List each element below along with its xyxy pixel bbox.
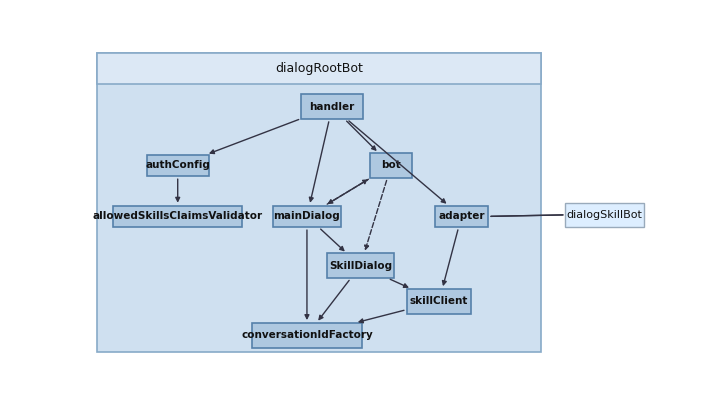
FancyBboxPatch shape bbox=[370, 153, 413, 178]
FancyArrowPatch shape bbox=[327, 180, 367, 204]
Text: adapter: adapter bbox=[438, 211, 485, 221]
FancyArrowPatch shape bbox=[347, 121, 376, 150]
FancyBboxPatch shape bbox=[146, 155, 209, 176]
FancyBboxPatch shape bbox=[302, 95, 363, 119]
FancyArrowPatch shape bbox=[210, 119, 299, 154]
FancyArrowPatch shape bbox=[359, 310, 404, 323]
FancyArrowPatch shape bbox=[305, 230, 309, 319]
FancyArrowPatch shape bbox=[320, 229, 344, 251]
FancyArrowPatch shape bbox=[390, 279, 407, 288]
Text: mainDialog: mainDialog bbox=[273, 211, 340, 221]
Text: authConfig: authConfig bbox=[145, 160, 210, 170]
FancyArrowPatch shape bbox=[319, 280, 349, 320]
Text: conversationIdFactory: conversationIdFactory bbox=[241, 330, 373, 340]
FancyBboxPatch shape bbox=[97, 53, 542, 352]
FancyArrowPatch shape bbox=[328, 179, 368, 203]
FancyBboxPatch shape bbox=[113, 206, 242, 227]
Text: handler: handler bbox=[310, 102, 355, 112]
FancyBboxPatch shape bbox=[326, 253, 394, 278]
FancyBboxPatch shape bbox=[252, 323, 362, 348]
Text: allowedSkillsClaimsValidator: allowedSkillsClaimsValidator bbox=[93, 211, 262, 221]
Text: dialogRootBot: dialogRootBot bbox=[276, 62, 363, 75]
FancyBboxPatch shape bbox=[566, 203, 644, 227]
FancyBboxPatch shape bbox=[407, 289, 471, 314]
FancyArrowPatch shape bbox=[365, 180, 386, 249]
FancyBboxPatch shape bbox=[435, 206, 488, 227]
FancyBboxPatch shape bbox=[97, 53, 542, 84]
Text: bot: bot bbox=[381, 160, 401, 170]
FancyArrowPatch shape bbox=[442, 230, 458, 285]
Text: dialogSkillBot: dialogSkillBot bbox=[567, 210, 642, 220]
FancyArrowPatch shape bbox=[310, 122, 328, 201]
FancyBboxPatch shape bbox=[273, 206, 341, 227]
FancyArrowPatch shape bbox=[175, 179, 180, 201]
Text: SkillDialog: SkillDialog bbox=[328, 261, 392, 271]
Text: skillClient: skillClient bbox=[410, 296, 468, 306]
FancyArrowPatch shape bbox=[349, 121, 445, 203]
